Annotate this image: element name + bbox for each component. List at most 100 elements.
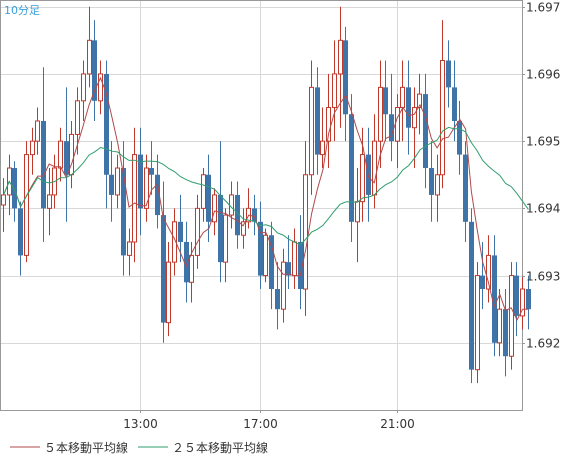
- candle-body-up: [229, 194, 234, 216]
- candle-body-down: [155, 174, 160, 216]
- candle-body-up: [30, 140, 35, 156]
- candle-body-down: [269, 235, 274, 290]
- candle-body-up: [87, 39, 92, 75]
- candle-body-down: [92, 40, 97, 101]
- y-tick-label: 1.693: [526, 270, 560, 284]
- series-line-ma5: [3, 76, 529, 322]
- candle-body-up: [303, 174, 308, 290]
- candle-body-up: [338, 39, 343, 75]
- candle-body-down: [446, 60, 451, 88]
- candle-body-up: [132, 154, 137, 243]
- candle-body-up: [378, 86, 383, 142]
- candle-body-down: [18, 208, 23, 256]
- candle-body-down: [138, 154, 143, 209]
- y-tick-label: 1.697: [526, 1, 560, 15]
- candle-body-up: [172, 221, 177, 263]
- candle-body-down: [178, 221, 183, 242]
- candle-body-down: [423, 94, 428, 169]
- candle-body-down: [469, 221, 474, 370]
- candle-body-down: [514, 275, 519, 316]
- candle-body-up: [360, 154, 365, 203]
- x-tick-label: 13:00: [123, 417, 158, 431]
- candle-body-up: [115, 167, 120, 196]
- candle-body-up: [395, 107, 400, 142]
- candle-body-up: [201, 174, 206, 209]
- x-tick-label: 17:00: [243, 417, 278, 431]
- candle-body-up: [35, 120, 40, 142]
- candle-body-down: [526, 289, 531, 310]
- candle-body-up: [520, 288, 525, 317]
- chart-title: 10分足: [4, 4, 40, 17]
- candle-body-down: [252, 208, 257, 222]
- legend-label-ma25: ２５本移動平均線: [172, 440, 268, 455]
- candle-body-down: [480, 275, 485, 290]
- candle-body-up: [486, 254, 491, 290]
- candle-body-up: [281, 261, 286, 310]
- plot-frame: [0, 0, 523, 411]
- candle-body-up: [509, 275, 514, 357]
- candles: [1, 6, 531, 384]
- candle-body-down: [457, 120, 462, 155]
- candle-body-up: [292, 241, 297, 277]
- candle-body-up: [81, 73, 86, 102]
- candle-body-up: [189, 254, 194, 283]
- y-tick-label: 1.695: [526, 135, 560, 149]
- y-tick-label: 1.696: [526, 68, 560, 82]
- candle-body-down: [298, 241, 303, 290]
- candle-body-up: [326, 107, 331, 142]
- candle-body-down: [343, 40, 348, 115]
- y-tick-label: 1.694: [526, 202, 560, 216]
- candle-body-up: [475, 275, 480, 371]
- candle-body-down: [463, 154, 468, 222]
- candle-body-down: [184, 241, 189, 283]
- candle-body-down: [149, 168, 154, 175]
- candle-body-up: [47, 194, 52, 209]
- y-axis-ticks: 1.697 1.696 1.695 1.694 1.693 1.692: [522, 1, 560, 351]
- candle-body-up: [372, 140, 377, 196]
- candle-body-up: [412, 107, 417, 129]
- candle-body-up: [195, 207, 200, 256]
- candle-body-down: [12, 168, 17, 209]
- candle-body-up: [24, 154, 29, 256]
- candle-body-down: [389, 114, 394, 142]
- candle-body-up: [241, 221, 246, 236]
- candle-body-down: [492, 255, 497, 343]
- candle-body-down: [275, 289, 280, 310]
- candle-body-up: [435, 174, 440, 196]
- candle-body-down: [429, 168, 434, 195]
- candle-body-down: [206, 174, 211, 222]
- candle-body-down: [286, 262, 291, 276]
- candle-body-down: [121, 168, 126, 256]
- candle-body-down: [218, 194, 223, 263]
- candle-body-up: [75, 100, 80, 135]
- candle-body-down: [104, 73, 109, 175]
- candle-body-up: [497, 308, 502, 344]
- candle-body-down: [503, 309, 508, 357]
- candle-body-up: [417, 93, 422, 109]
- candle-body-up: [144, 167, 149, 209]
- candle-body-up: [355, 201, 360, 223]
- candle-body-down: [109, 174, 114, 195]
- candle-body-down: [258, 221, 263, 276]
- series-line-ma25: [3, 126, 529, 246]
- candle-body-down: [315, 87, 320, 155]
- candle-body-up: [1, 194, 6, 206]
- candle-body-up: [320, 140, 325, 156]
- candle-body-up: [127, 241, 132, 256]
- legend-label-ma5: ５本移動平均線: [44, 440, 128, 455]
- candle-body-up: [332, 73, 337, 109]
- candle-body-up: [58, 140, 63, 169]
- candle-body-up: [212, 194, 217, 223]
- candle-body-up: [440, 59, 445, 176]
- candle-body-up: [400, 86, 405, 109]
- candle-body-down: [161, 215, 166, 323]
- x-tick-label: 21:00: [380, 417, 415, 431]
- candle-body-down: [383, 87, 388, 115]
- x-axis-ticks: 13:00 17:00 21:00: [123, 410, 415, 431]
- candle-body-up: [166, 261, 171, 324]
- candle-body-down: [41, 120, 46, 209]
- candle-body-down: [235, 194, 240, 236]
- candle-body-down: [349, 114, 354, 222]
- candle-body-up: [223, 214, 228, 263]
